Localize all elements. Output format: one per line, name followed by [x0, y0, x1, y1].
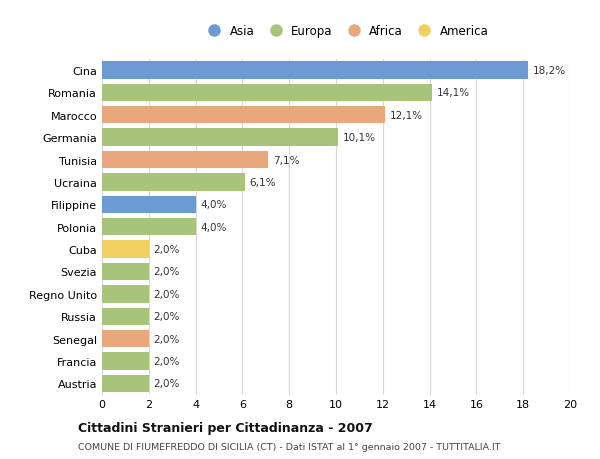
Text: 14,1%: 14,1% — [437, 88, 470, 98]
Text: 6,1%: 6,1% — [250, 178, 276, 188]
Bar — [102, 241, 149, 258]
Text: 2,0%: 2,0% — [154, 312, 180, 322]
Bar — [102, 84, 432, 102]
Bar — [102, 353, 149, 370]
Bar — [102, 62, 528, 79]
Text: 12,1%: 12,1% — [390, 111, 423, 121]
Text: 2,0%: 2,0% — [154, 267, 180, 277]
Text: 10,1%: 10,1% — [343, 133, 376, 143]
Legend: Asia, Europa, Africa, America: Asia, Europa, Africa, America — [203, 25, 488, 38]
Text: 18,2%: 18,2% — [533, 66, 566, 76]
Text: COMUNE DI FIUMEFREDDO DI SICILIA (CT) - Dati ISTAT al 1° gennaio 2007 - TUTTITAL: COMUNE DI FIUMEFREDDO DI SICILIA (CT) - … — [78, 442, 500, 451]
Bar — [102, 174, 245, 191]
Bar — [102, 218, 196, 236]
Bar — [102, 151, 268, 169]
Bar — [102, 330, 149, 347]
Text: 2,0%: 2,0% — [154, 245, 180, 255]
Bar — [102, 129, 338, 146]
Bar — [102, 107, 385, 124]
Text: 2,0%: 2,0% — [154, 379, 180, 389]
Text: 4,0%: 4,0% — [200, 222, 227, 232]
Bar — [102, 196, 196, 213]
Text: 2,0%: 2,0% — [154, 356, 180, 366]
Bar — [102, 263, 149, 280]
Text: Cittadini Stranieri per Cittadinanza - 2007: Cittadini Stranieri per Cittadinanza - 2… — [78, 421, 373, 434]
Bar — [102, 308, 149, 325]
Text: 7,1%: 7,1% — [273, 155, 299, 165]
Text: 2,0%: 2,0% — [154, 289, 180, 299]
Text: 4,0%: 4,0% — [200, 200, 227, 210]
Bar — [102, 285, 149, 303]
Text: 2,0%: 2,0% — [154, 334, 180, 344]
Bar — [102, 375, 149, 392]
